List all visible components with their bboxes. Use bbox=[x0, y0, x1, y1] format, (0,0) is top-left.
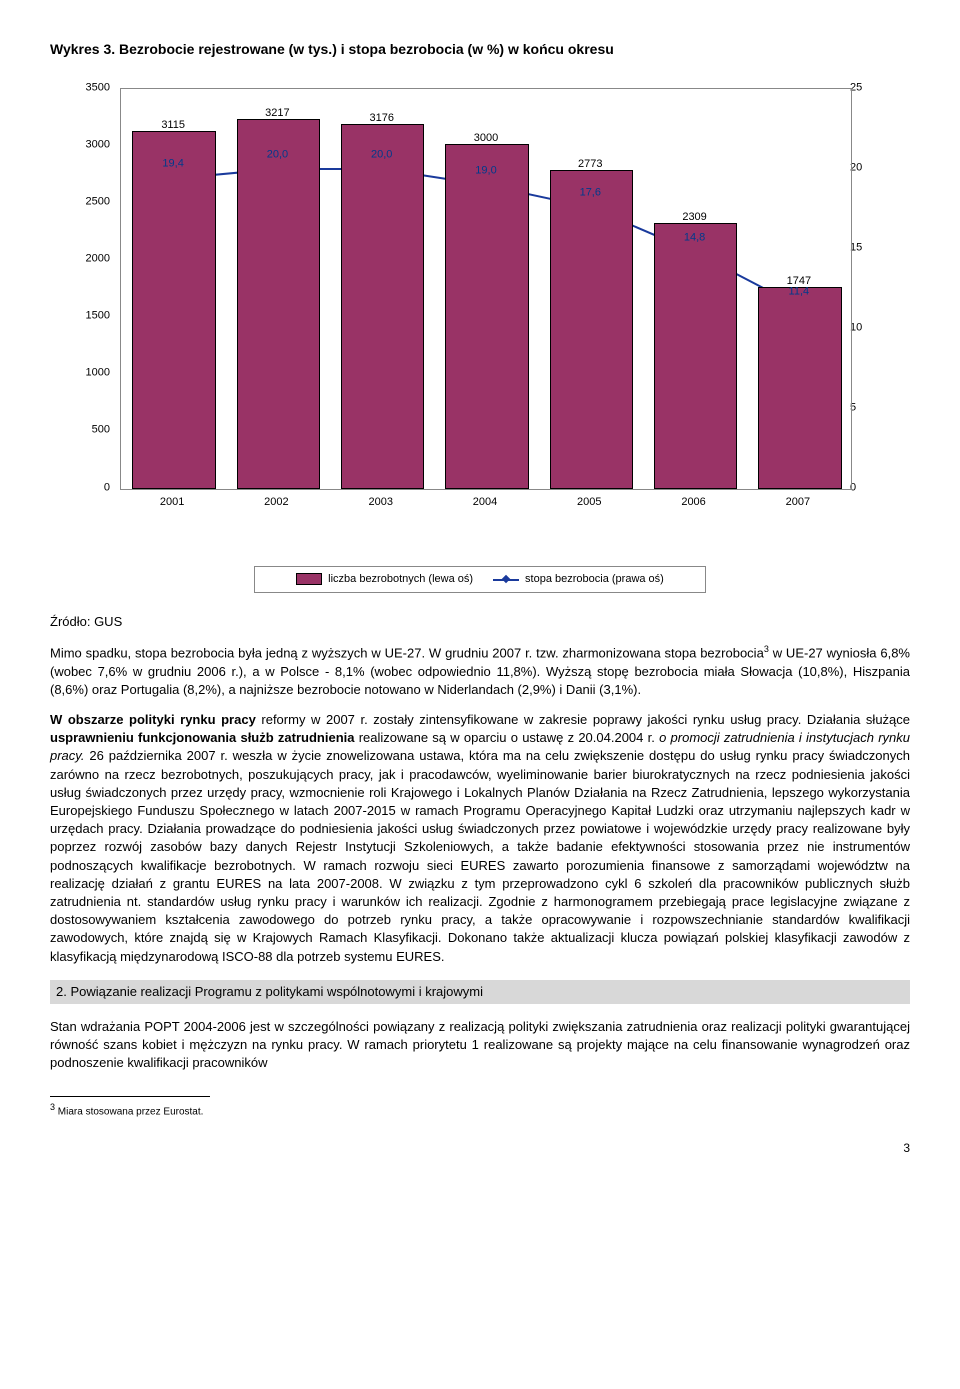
y-right-tick: 25 bbox=[850, 80, 890, 95]
y-left-tick: 2500 bbox=[70, 194, 110, 209]
legend-line-label: stopa bezrobocia (prawa oś) bbox=[525, 572, 664, 587]
x-tick: 2001 bbox=[160, 495, 184, 510]
y-right-tick: 5 bbox=[850, 400, 890, 415]
chart-container: 0500100015002000250030003500 0510152025 … bbox=[70, 68, 890, 548]
bar bbox=[341, 124, 424, 489]
bar-value-label: 3176 bbox=[369, 111, 393, 126]
y-left-tick: 500 bbox=[70, 423, 110, 438]
bar bbox=[654, 223, 737, 489]
x-tick: 2005 bbox=[577, 495, 601, 510]
legend-bar-label: liczba bezrobotnych (lewa oś) bbox=[328, 572, 473, 587]
chart-title: Wykres 3. Bezrobocie rejestrowane (w tys… bbox=[50, 40, 910, 60]
bar-value-label: 3217 bbox=[265, 106, 289, 121]
y-left-tick: 2000 bbox=[70, 251, 110, 266]
legend-item-bar: liczba bezrobotnych (lewa oś) bbox=[296, 572, 473, 587]
y-left-tick: 1500 bbox=[70, 308, 110, 323]
bar-value-label: 2773 bbox=[578, 157, 602, 172]
legend-item-line: stopa bezrobocia (prawa oś) bbox=[493, 572, 664, 587]
y-left-tick: 0 bbox=[70, 480, 110, 495]
plot-area: 311532173176300027732309174719,420,020,0… bbox=[120, 88, 852, 490]
line-value-label: 11,4 bbox=[789, 285, 810, 300]
y-left-tick: 3000 bbox=[70, 137, 110, 152]
bar-swatch-icon bbox=[296, 573, 322, 585]
y-right-tick: 20 bbox=[850, 160, 890, 175]
y-left-tick: 3500 bbox=[70, 80, 110, 95]
bar bbox=[237, 119, 320, 489]
x-tick: 2004 bbox=[473, 495, 497, 510]
paragraph-1: Mimo spadku, stopa bezrobocia była jedną… bbox=[50, 643, 910, 699]
line-value-label: 14,8 bbox=[684, 230, 705, 245]
bar bbox=[758, 287, 841, 489]
x-axis: 2001 2002 2003 2004 2005 2006 2007 bbox=[120, 495, 850, 513]
x-tick: 2007 bbox=[786, 495, 810, 510]
line-value-label: 19,0 bbox=[475, 163, 496, 178]
line-value-label: 17,6 bbox=[580, 185, 601, 200]
bar-value-label: 3000 bbox=[474, 131, 498, 146]
legend: liczba bezrobotnych (lewa oś) stopa bezr… bbox=[254, 566, 706, 593]
line-value-label: 19,4 bbox=[162, 157, 183, 172]
paragraph-3: Stan wdrażania POPT 2004-2006 jest w szc… bbox=[50, 1018, 910, 1073]
bar-value-label: 2309 bbox=[682, 210, 706, 225]
y-left-axis: 0500100015002000250030003500 bbox=[70, 88, 115, 488]
bar bbox=[445, 144, 528, 489]
footnote-separator bbox=[50, 1096, 210, 1097]
x-tick: 2006 bbox=[681, 495, 705, 510]
line-swatch-icon bbox=[493, 574, 519, 584]
bar bbox=[132, 131, 215, 489]
paragraph-2: W obszarze polityki rynku pracy reformy … bbox=[50, 711, 910, 966]
y-right-tick: 0 bbox=[850, 480, 890, 495]
x-tick: 2003 bbox=[368, 495, 392, 510]
bar bbox=[550, 170, 633, 489]
footnote: 3 Miara stosowana przez Eurostat. bbox=[50, 1101, 910, 1119]
source-line: Źródło: GUS bbox=[50, 613, 910, 631]
bar-value-label: 3115 bbox=[161, 118, 185, 133]
y-right-tick: 10 bbox=[850, 320, 890, 335]
page-number: 3 bbox=[50, 1140, 910, 1157]
x-tick: 2002 bbox=[264, 495, 288, 510]
section-header: 2. Powiązanie realizacji Programu z poli… bbox=[50, 980, 910, 1004]
line-value-label: 20,0 bbox=[371, 147, 392, 162]
y-left-tick: 1000 bbox=[70, 366, 110, 381]
y-right-tick: 15 bbox=[850, 240, 890, 255]
line-value-label: 20,0 bbox=[267, 147, 288, 162]
